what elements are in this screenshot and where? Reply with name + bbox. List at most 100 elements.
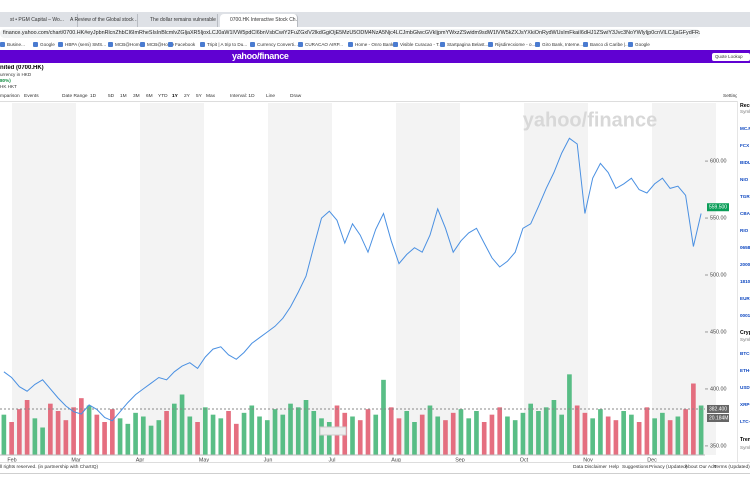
x-tick-label: Aug [391, 457, 401, 462]
browser-tab[interactable]: The dollar remains vulnerable ... [140, 14, 218, 27]
volume-bar [419, 414, 425, 455]
volume-bar [605, 416, 611, 455]
bookmark[interactable]: Tripit | A trip to Du... [200, 41, 247, 48]
quote-lookup[interactable]: Quote Lookup [712, 53, 750, 61]
browser-tab[interactable]: st • PGM Capital – Wo... [0, 14, 78, 27]
sidebar-symbol[interactable]: TGR [740, 194, 750, 199]
toolbar-item[interactable]: Max [206, 94, 216, 99]
y-tick-label: 500.00 [710, 272, 727, 278]
volume-bar [636, 422, 642, 455]
footer-link[interactable]: Help [609, 465, 619, 470]
footer-link[interactable]: Suggestions [622, 465, 649, 470]
sidebar-symbol[interactable]: 0658 [740, 245, 750, 250]
bookmark[interactable]: Facebook [168, 41, 195, 48]
browser-tab[interactable]: A Review of the Global stock ... [60, 14, 138, 27]
bookmark[interactable]: Startpagina Belast... [440, 41, 488, 48]
bookmark[interactable]: Giro Bank, Interne... [535, 41, 583, 48]
bookmark[interactable]: MCB@Home [140, 41, 174, 48]
sidebar-symbol[interactable]: ETH- [740, 368, 750, 373]
y-tick-label: 450.00 [710, 329, 727, 335]
volume-bar [528, 403, 534, 455]
sidebar-symbol[interactable]: FCX [740, 143, 750, 148]
bookmark[interactable]: CURACAO AIRP... [298, 41, 343, 48]
browser-tab[interactable]: 0700.HK Interactive Stock Ch... [220, 14, 298, 27]
x-tick-label: Jun [264, 457, 273, 462]
toolbar-item[interactable]: Line [266, 94, 276, 99]
bookmark[interactable]: Google [33, 41, 55, 48]
volume-bar [450, 412, 456, 455]
sidebar-symbol[interactable]: BIDU [740, 160, 750, 165]
toolbar-item[interactable]: mparison [0, 94, 20, 99]
month-band [524, 103, 588, 455]
sidebar-symbol[interactable]: MC.P [740, 126, 750, 131]
zoom-control[interactable] [319, 426, 347, 436]
y-tick-label: 600.00 [710, 159, 727, 165]
bookmark[interactable]: Busine... [0, 41, 25, 48]
toolbar-item[interactable]: 5Y [196, 94, 202, 99]
volume-bar [156, 420, 162, 455]
bookmark[interactable]: Banco di Caribe |... [583, 41, 629, 48]
toolbar-item[interactable]: 1M [120, 94, 127, 99]
toolbar-item[interactable]: 6M [146, 94, 153, 99]
bookmark[interactable]: Home - Onro Bank [348, 41, 393, 48]
sidebar-symbol: Symbo [740, 445, 750, 450]
sidebar-heading: Tren [740, 437, 750, 443]
toolbar-item[interactable]: 3M [133, 94, 140, 99]
sidebar-symbol[interactable]: RIO [740, 228, 749, 233]
bookmark[interactable]: Google [628, 41, 650, 48]
volume-bar [412, 422, 417, 455]
volume-bar [210, 414, 216, 455]
volume-tick-label: 20.184M [709, 415, 728, 421]
volume-bar [40, 427, 45, 455]
toolbar-item[interactable]: 2Y [184, 94, 190, 99]
footer-link[interactable]: Privacy (Updated) [649, 465, 688, 470]
volume-bar [94, 414, 100, 455]
toolbar-item[interactable]: Events [24, 94, 39, 99]
volume-bar [559, 414, 564, 455]
volume-bar [148, 425, 154, 455]
sidebar-symbol[interactable]: 0001 [740, 313, 750, 318]
toolbar-item[interactable]: 5D [108, 94, 115, 99]
sidebar-symbol[interactable]: EUR [740, 296, 750, 301]
toolbar-item[interactable]: 1Y [172, 94, 178, 99]
month-band [12, 103, 76, 455]
x-tick-label: Feb [7, 457, 16, 462]
volume-bar [489, 414, 495, 455]
settings-button[interactable]: Settings [723, 94, 737, 99]
logo[interactable]: yahoo/finance [232, 51, 289, 61]
footer-link[interactable]: About Our Ads [685, 465, 717, 470]
bookmark[interactable]: HBPA (semi) SMS... [58, 41, 106, 48]
footer: ll rights reserved. (in partnership with… [0, 462, 750, 474]
url[interactable]: finance.yahoo.com/chart/0700.HK#eyJpbnRl… [0, 29, 700, 38]
bookmark[interactable]: Visible Curacao - T... [393, 41, 442, 48]
toolbar-item[interactable]: Date Range [62, 94, 88, 99]
volume-bar [652, 418, 657, 455]
sidebar-symbol[interactable]: 2000 [740, 262, 750, 267]
bookmark[interactable]: Rijsdirecxiome - o... [488, 41, 535, 48]
sidebar-symbol[interactable]: NIO [740, 177, 749, 182]
sidebar-symbol[interactable]: USDT [740, 385, 750, 390]
volume-bar [505, 416, 510, 455]
toolbar-item[interactable]: Interval: 1D [230, 94, 255, 99]
volume-bar [187, 416, 193, 455]
volume-bar [691, 383, 696, 455]
volume-bar [574, 405, 580, 455]
sidebar-symbol[interactable]: BTC- [740, 351, 750, 356]
volume-bar [357, 420, 363, 455]
sidebar-symbol[interactable]: LTC- [740, 419, 750, 424]
bookmark[interactable]: MCB@Home [108, 41, 142, 48]
toolbar-item[interactable]: YTD [158, 94, 168, 99]
footer-link[interactable]: Data Disclaimer [573, 465, 607, 470]
sidebar-symbol[interactable]: 1810 [740, 279, 750, 284]
toolbar-item[interactable]: Draw [290, 94, 302, 99]
bookmark[interactable]: Currency Converti... [250, 41, 298, 48]
volume-bar [582, 412, 588, 455]
volume-bar [218, 418, 224, 455]
volume-bar [17, 409, 22, 455]
sidebar-symbol[interactable]: XRP- [740, 402, 750, 407]
toolbar-item[interactable]: 1D [90, 94, 97, 99]
watermark: yahoo/finance [523, 109, 657, 131]
sidebar-symbol[interactable]: CBA [740, 211, 750, 216]
volume-bar [543, 407, 549, 455]
footer-link[interactable]: Terms (Updated) [714, 465, 750, 470]
